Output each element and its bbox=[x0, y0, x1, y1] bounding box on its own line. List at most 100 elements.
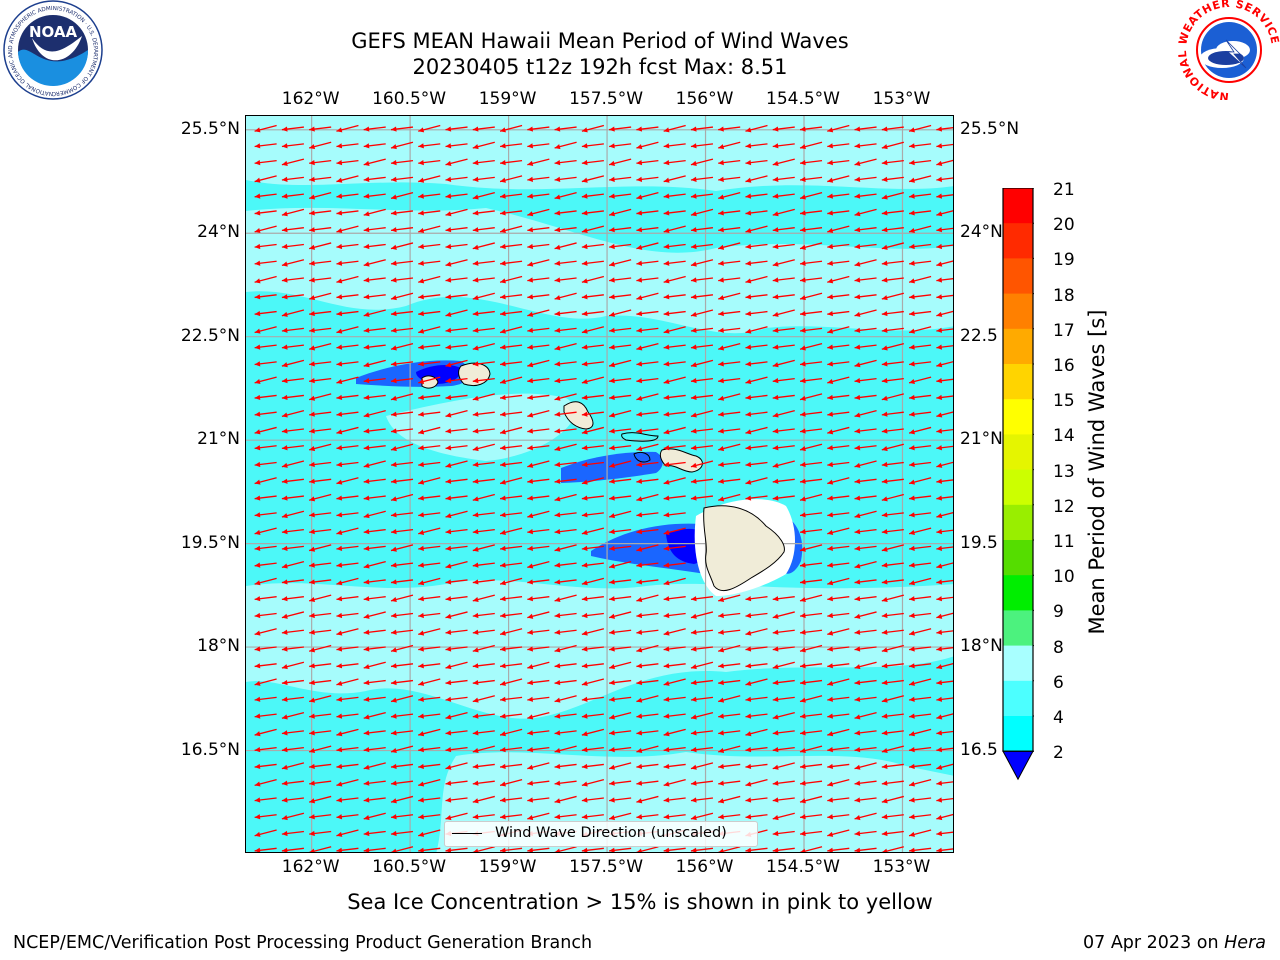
wind-wave-arrowhead bbox=[472, 579, 479, 585]
wind-wave-arrowhead bbox=[636, 411, 643, 417]
wind-wave-arrowhead bbox=[336, 479, 343, 485]
wind-wave-arrowhead bbox=[581, 127, 588, 133]
wind-wave-arrowhead bbox=[336, 814, 343, 820]
wind-wave-arrowhead bbox=[936, 596, 943, 602]
colorbar-tick-label: 8 bbox=[1053, 637, 1064, 658]
wind-wave-arrowhead bbox=[909, 461, 915, 468]
wind-wave-arrowhead bbox=[527, 815, 534, 821]
wind-wave-arrowhead bbox=[390, 160, 397, 166]
wind-wave-arrowhead bbox=[554, 679, 561, 686]
wind-wave-arrowhead bbox=[827, 193, 833, 199]
wind-wave-arrowhead bbox=[609, 747, 615, 753]
wind-wave-arrowhead bbox=[854, 227, 861, 233]
legend-label: Wind Wave Direction (unscaled) bbox=[495, 825, 727, 841]
wind-wave-arrowhead bbox=[472, 529, 479, 535]
wind-wave-arrowhead bbox=[418, 747, 424, 753]
wind-wave-arrowhead bbox=[254, 529, 261, 535]
wind-wave-arrowhead bbox=[909, 479, 915, 485]
tick-label-bottom: 156°W bbox=[675, 857, 734, 877]
wind-wave-arrowhead bbox=[854, 714, 861, 720]
colorbar-tick-label: 11 bbox=[1053, 532, 1075, 552]
wind-wave-arrowhead bbox=[881, 730, 888, 736]
wind-wave-arrowhead bbox=[854, 613, 861, 619]
wind-wave-arrowhead bbox=[445, 294, 452, 300]
wind-wave-arrowhead bbox=[309, 260, 315, 266]
wind-wave-arrowhead bbox=[336, 411, 343, 417]
wind-wave-arrowhead bbox=[309, 446, 316, 452]
wind-wave-arrowhead bbox=[445, 563, 452, 569]
wind-wave-arrowhead bbox=[390, 327, 397, 333]
wind-wave-arrowhead bbox=[581, 461, 588, 468]
wind-wave-arrowhead bbox=[772, 378, 779, 384]
wind-wave-arrowhead bbox=[718, 647, 725, 653]
wind-wave-arrowhead bbox=[336, 831, 343, 837]
wind-wave-arrowhead bbox=[500, 278, 506, 284]
wind-wave-arrowhead bbox=[827, 461, 833, 468]
wind-wave-arrowhead bbox=[581, 378, 588, 385]
wind-wave-arrowhead bbox=[881, 780, 888, 786]
wind-wave-arrowhead bbox=[690, 327, 697, 333]
wind-wave-arrowhead bbox=[881, 512, 888, 518]
colorbar-segment bbox=[1003, 504, 1033, 541]
wind-wave-arrowhead bbox=[663, 193, 670, 199]
wind-wave-arrowhead bbox=[636, 647, 643, 653]
wind-wave-arrowhead bbox=[581, 177, 588, 183]
wind-wave-arrowhead bbox=[254, 227, 261, 234]
wind-wave-arrowhead bbox=[881, 763, 888, 770]
wind-wave-arrowhead bbox=[445, 664, 452, 670]
wind-wave-arrowhead bbox=[909, 344, 915, 350]
colorbar-segment bbox=[1003, 680, 1033, 717]
wind-wave-arrowhead bbox=[391, 848, 397, 852]
wind-wave-arrowhead bbox=[690, 362, 697, 368]
colorbar-tick-label: 12 bbox=[1053, 496, 1075, 517]
wind-wave-arrowhead bbox=[309, 345, 316, 351]
wind-wave-arrowhead bbox=[909, 580, 915, 586]
wind-wave-arrowhead bbox=[363, 193, 370, 199]
wind-wave-arrowhead bbox=[636, 679, 643, 686]
wind-wave-arrowhead bbox=[718, 244, 725, 250]
wind-wave-arrowhead bbox=[281, 327, 288, 333]
wind-wave-arrowhead bbox=[854, 445, 861, 451]
wind-wave-arrowhead bbox=[854, 730, 861, 736]
wind-wave-arrowhead bbox=[663, 814, 670, 820]
wind-wave-arrowhead bbox=[609, 445, 615, 451]
wind-wave-arrowhead bbox=[800, 244, 806, 250]
wind-wave-arrowhead bbox=[445, 445, 452, 451]
wind-wave-arrowhead bbox=[309, 126, 315, 132]
wind-wave-arrowhead bbox=[909, 763, 915, 770]
wind-wave-arrowhead bbox=[827, 411, 833, 417]
wind-wave-arrowhead bbox=[581, 562, 588, 568]
wind-wave-arrowhead bbox=[800, 144, 806, 150]
wind-wave-arrowhead bbox=[827, 328, 834, 334]
wind-wave-arrowhead bbox=[254, 127, 261, 133]
wind-wave-arrowhead bbox=[881, 160, 888, 166]
wind-wave-arrowhead bbox=[636, 663, 643, 669]
wind-wave-arrowhead bbox=[445, 394, 452, 401]
wind-wave-arrowhead bbox=[472, 461, 479, 468]
wind-wave-arrowhead bbox=[254, 310, 261, 317]
wind-wave-arrowhead bbox=[909, 680, 915, 686]
wind-wave-arrowhead bbox=[772, 193, 779, 199]
wind-wave-arrowhead bbox=[663, 278, 670, 284]
wind-wave-arrowhead bbox=[581, 328, 588, 334]
wind-wave-arrowhead bbox=[390, 295, 397, 301]
colorbar-segment bbox=[1003, 610, 1033, 647]
noaa-logo-text: NOAA bbox=[29, 23, 78, 41]
wind-wave-arrowhead bbox=[418, 143, 424, 149]
wind-wave-arrowhead bbox=[609, 126, 615, 132]
wind-wave-arrowhead bbox=[881, 176, 888, 182]
wind-wave-arrowhead bbox=[472, 798, 479, 804]
wind-wave-arrowhead bbox=[690, 311, 697, 317]
wind-wave-arrowhead bbox=[936, 747, 943, 753]
wind-wave-arrowhead bbox=[881, 798, 888, 804]
wind-wave-arrowhead bbox=[336, 160, 343, 166]
wind-wave-arrowhead bbox=[663, 596, 670, 602]
wind-wave-arrowhead bbox=[418, 731, 425, 737]
wind-wave-arrowhead bbox=[309, 679, 315, 686]
colorbar-segment bbox=[1003, 575, 1033, 611]
wind-wave-arrowhead bbox=[527, 227, 534, 233]
wind-wave-arrowhead bbox=[500, 344, 506, 350]
wind-wave-arrowhead bbox=[472, 244, 479, 250]
wind-wave-arrowhead bbox=[800, 562, 806, 568]
wind-wave-arrowhead bbox=[363, 664, 370, 670]
